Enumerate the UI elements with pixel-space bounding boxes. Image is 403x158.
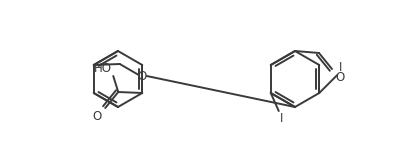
Text: O: O xyxy=(137,70,146,83)
Text: I: I xyxy=(280,112,283,125)
Text: HO: HO xyxy=(94,62,112,75)
Text: O: O xyxy=(335,71,344,84)
Text: O: O xyxy=(92,110,101,123)
Text: I: I xyxy=(339,61,343,74)
